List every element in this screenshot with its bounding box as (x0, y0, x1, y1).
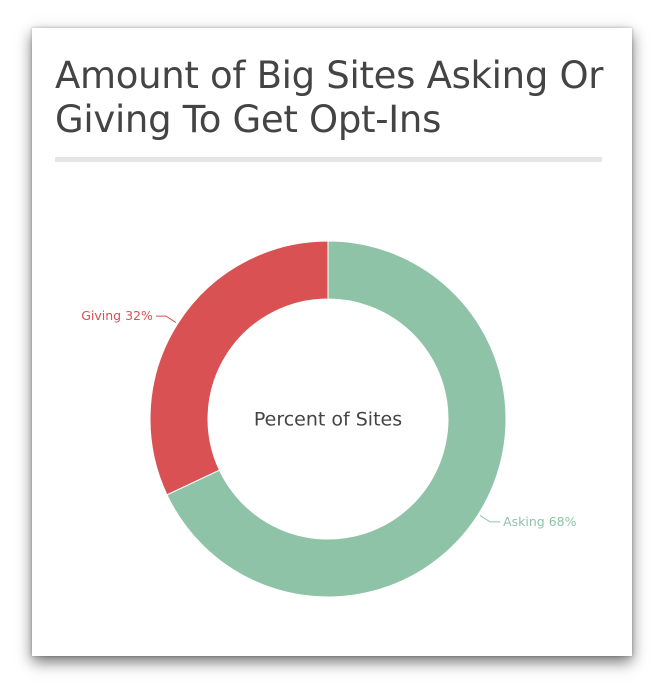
leader-line-asking (479, 515, 501, 523)
chart-title: Amount of Big Sites Asking Or Giving To … (55, 54, 604, 141)
donut-chart: Asking 68% Giving 32% Percent of Sites (81, 240, 577, 598)
chart-card: Amount of Big Sites Asking Or Giving To … (32, 28, 632, 656)
donut-slices (149, 240, 507, 598)
slice-giving (149, 240, 329, 496)
slice-labels: Asking 68% Giving 32% (81, 308, 576, 529)
title-divider (55, 157, 602, 162)
slice-asking (166, 240, 507, 598)
slice-label-giving: Giving 32% (81, 308, 153, 323)
label-leaders (155, 315, 501, 523)
slice-label-asking: Asking 68% (503, 514, 577, 529)
center-label: Percent of Sites (254, 409, 402, 431)
leader-line-giving (155, 315, 177, 323)
